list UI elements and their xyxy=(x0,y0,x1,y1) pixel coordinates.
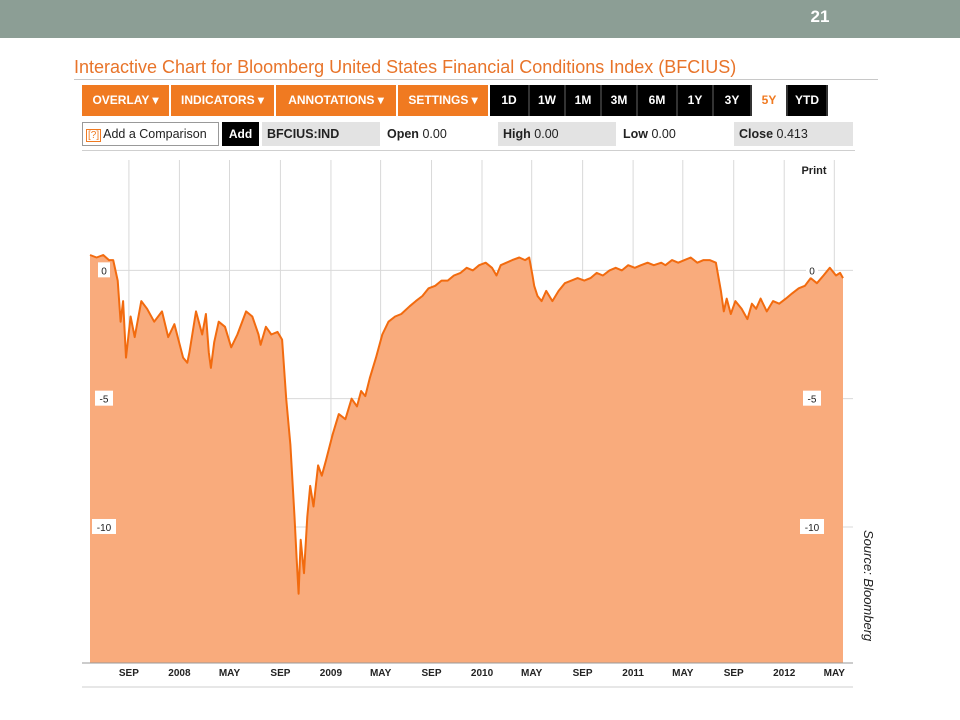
high-stat: High 0.00 xyxy=(498,122,616,146)
indicators-menu-button[interactable]: INDICATORS ▾ xyxy=(171,85,276,116)
x-tick-label: 2009 xyxy=(320,668,343,679)
annotations-menu-button[interactable]: ANNOTATIONS ▾ xyxy=(276,85,398,116)
source-note: Source: Bloomberg xyxy=(861,530,876,642)
y-tick-label-bg xyxy=(800,518,824,534)
range-6m-button[interactable]: 6M xyxy=(638,85,678,116)
open-stat: Open 0.00 xyxy=(387,127,447,141)
x-tick-label: MAY xyxy=(521,668,543,679)
title-divider xyxy=(74,79,878,80)
x-tick-label: SEP xyxy=(270,668,290,679)
range-1w-button[interactable]: 1W xyxy=(530,85,566,116)
index-series-line xyxy=(89,254,844,595)
y-tick-label-right: 0 xyxy=(809,266,815,277)
x-tick-label: MAY xyxy=(672,668,694,679)
low-stat: Low 0.00 xyxy=(623,127,676,141)
y-tick-label-left: -5 xyxy=(100,395,109,406)
x-tick-label: MAY xyxy=(824,668,846,679)
x-tick-label: 2011 xyxy=(622,668,644,679)
range-1y-button[interactable]: 1Y xyxy=(678,85,714,116)
y-tick-label-right: -10 xyxy=(805,523,820,534)
index-area-fill xyxy=(90,255,843,663)
x-tick-label: 2008 xyxy=(168,668,191,679)
x-tick-label: SEP xyxy=(724,668,744,679)
y-tick-label-left: 0 xyxy=(101,266,107,277)
range-1m-button[interactable]: 1M xyxy=(566,85,602,116)
x-tick-label: MAY xyxy=(370,668,392,679)
y-tick-label-bg xyxy=(806,262,818,278)
slide-number: 21 xyxy=(810,7,830,26)
chart-toolbar: OVERLAY ▾ INDICATORS ▾ ANNOTATIONS ▾ SET… xyxy=(82,85,853,116)
x-tick-label: MAY xyxy=(219,668,241,679)
add-comparison-input[interactable]: [?] Add a Comparison xyxy=(82,122,219,146)
y-axis-ticks: 0 0 -5 -5 -10 -10 xyxy=(92,262,824,534)
close-stat: Close 0.413 xyxy=(734,122,853,146)
help-icon: [?] xyxy=(86,129,102,142)
add-comparison-button[interactable]: Add xyxy=(222,122,259,146)
slide-header-band xyxy=(0,0,960,38)
y-tick-label-bg xyxy=(95,390,113,406)
x-tick-label: SEP xyxy=(119,668,139,679)
add-comparison-label: Add a Comparison xyxy=(103,127,207,141)
page-title: Interactive Chart for Bloomberg United S… xyxy=(74,57,737,77)
overlay-menu-button[interactable]: OVERLAY ▾ xyxy=(82,85,171,116)
x-tick-label: SEP xyxy=(422,668,442,679)
x-tick-label: 2010 xyxy=(471,668,494,679)
ticker-label: BFCIUS:IND xyxy=(262,122,380,146)
y-tick-label-left: -10 xyxy=(97,523,112,534)
x-tick-label: 2012 xyxy=(773,668,796,679)
infobar-divider xyxy=(82,150,855,151)
range-3y-button[interactable]: 3Y xyxy=(714,85,752,116)
range-3m-button[interactable]: 3M xyxy=(602,85,638,116)
range-5y-button[interactable]: 5Y xyxy=(752,85,788,116)
y-tick-label-right: -5 xyxy=(808,395,817,406)
range-1d-button[interactable]: 1D xyxy=(490,85,530,116)
print-link[interactable]: Print xyxy=(801,165,826,177)
y-tick-label-bg xyxy=(98,262,110,278)
quote-infobar: BFCIUS:IND Open 0.00 High 0.00 Low 0.00 … xyxy=(82,120,853,148)
y-tick-label-bg xyxy=(92,518,116,534)
x-tick-label: SEP xyxy=(573,668,593,679)
x-axis-ticks: SEP 2008 MAY SEP 2009 MAY SEP 2010 MAY SEP 2011 MAY… xyxy=(82,662,853,688)
y-tick-label-bg xyxy=(803,390,821,406)
range-ytd-button[interactable]: YTD xyxy=(788,85,828,116)
settings-menu-button[interactable]: SETTINGS ▾ xyxy=(398,85,490,116)
